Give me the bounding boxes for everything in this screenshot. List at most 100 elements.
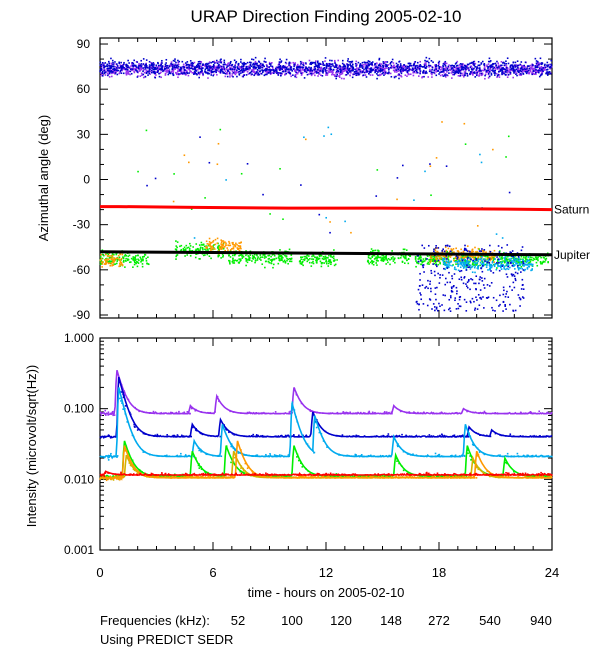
data-point (299, 260, 301, 262)
data-point (344, 220, 346, 223)
data-point (520, 262, 523, 264)
data-point (509, 66, 512, 68)
data-point (347, 72, 349, 75)
data-point (200, 241, 203, 244)
data-point (216, 69, 218, 72)
data-point (232, 75, 234, 78)
data-point (463, 276, 466, 278)
data-point (116, 260, 119, 262)
data-point (217, 61, 220, 63)
data-point (425, 60, 428, 63)
data-point (130, 257, 133, 260)
data-point (378, 69, 380, 72)
data-point (444, 73, 447, 75)
data-point (134, 68, 136, 70)
data-point (533, 73, 536, 75)
data-point (198, 244, 201, 246)
data-point (334, 61, 336, 63)
data-point (476, 267, 479, 270)
data-point (464, 65, 467, 67)
data-point (188, 65, 190, 67)
data-point (541, 69, 543, 71)
data-point (295, 66, 298, 69)
data-point (119, 67, 121, 70)
data-point (486, 258, 489, 260)
data-point (133, 59, 135, 62)
data-point (270, 255, 272, 258)
data-point (356, 72, 358, 75)
data-point (165, 70, 167, 72)
data-point (103, 65, 106, 67)
data-point (481, 256, 483, 258)
data-point (281, 70, 284, 73)
data-point (483, 277, 486, 280)
data-point (481, 249, 484, 252)
data-point (197, 248, 199, 250)
data-point (316, 256, 319, 258)
data-point (176, 254, 179, 256)
data-point (217, 70, 220, 72)
data-point (183, 68, 186, 71)
data-point (109, 260, 112, 263)
data-point (206, 62, 208, 65)
data-point (327, 65, 330, 67)
data-point (399, 70, 402, 73)
data-point (110, 64, 113, 66)
data-point (175, 61, 177, 64)
data-point (238, 258, 240, 260)
data-point (161, 68, 164, 71)
data-point (432, 263, 434, 265)
data-point (414, 65, 417, 67)
data-point (111, 258, 113, 261)
data-point (490, 282, 493, 284)
data-point (246, 163, 249, 165)
data-point (367, 255, 370, 257)
data-point (251, 69, 253, 71)
data-point (217, 255, 220, 258)
data-point (535, 73, 537, 76)
data-point (449, 296, 452, 299)
data-point (488, 69, 491, 71)
data-point (189, 67, 192, 70)
data-point (550, 66, 553, 68)
data-point (496, 74, 499, 77)
data-point (397, 68, 399, 71)
data-point (111, 253, 114, 256)
data-point (490, 270, 492, 272)
data-point (466, 266, 469, 268)
data-point (377, 68, 379, 71)
data-point (480, 250, 482, 252)
data-point (136, 71, 139, 73)
data-point (101, 62, 104, 64)
data-point (99, 68, 102, 71)
data-point (322, 67, 325, 70)
data-point (190, 70, 192, 73)
data-point (445, 255, 448, 257)
data-point (209, 245, 212, 247)
data-point (481, 260, 483, 262)
data-point (534, 65, 537, 67)
data-point (380, 70, 382, 72)
data-point (173, 65, 176, 67)
data-point (294, 74, 296, 77)
data-point (459, 69, 461, 72)
data-point (265, 69, 268, 71)
data-point (216, 62, 219, 65)
data-point (279, 68, 281, 70)
data-point (180, 70, 183, 73)
data-point (479, 258, 482, 261)
data-point (429, 283, 431, 285)
data-point (133, 64, 136, 67)
data-point (443, 61, 446, 64)
data-point (218, 66, 220, 69)
data-point (433, 258, 436, 260)
data-point (262, 69, 265, 72)
data-point (376, 73, 378, 75)
data-point (168, 72, 171, 75)
data-point (154, 68, 157, 70)
data-point (215, 69, 217, 71)
data-point (222, 244, 224, 246)
data-point (430, 257, 433, 260)
data-point (416, 64, 418, 67)
data-point (506, 267, 508, 270)
